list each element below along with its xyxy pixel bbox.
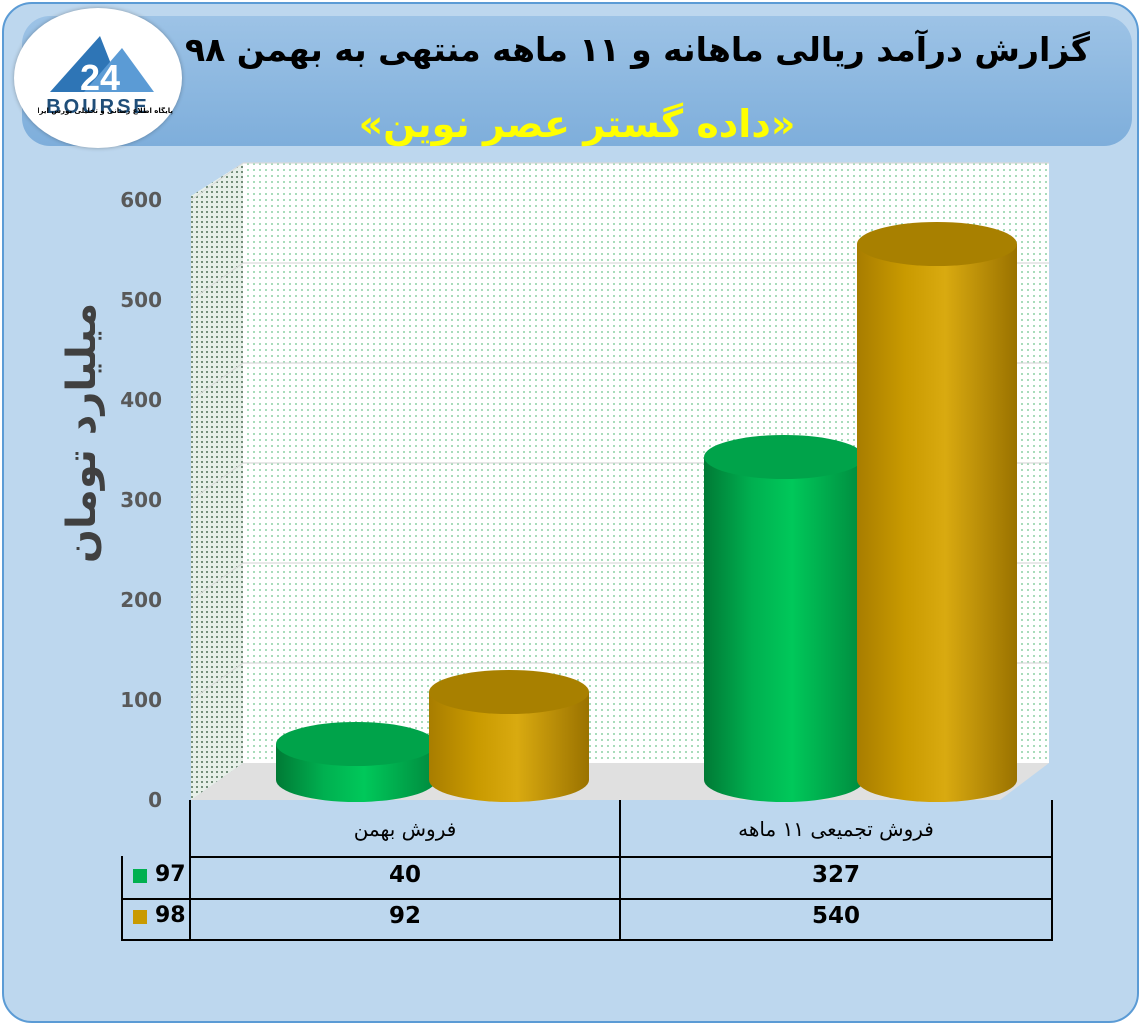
logo-graphic: 24 BOURSE: [46, 36, 154, 118]
bar-body: [704, 457, 864, 802]
y-tick-label: 600: [120, 188, 162, 212]
y-tick-label: 100: [120, 688, 162, 712]
logo-tagline: پایگاه اطلاع رسانی و تحلیلی بورس ایران: [38, 107, 173, 115]
bar-body: [857, 244, 1017, 802]
gridline: [190, 162, 244, 201]
bar-top: [704, 435, 864, 479]
gridline: [190, 462, 244, 501]
gridline: [190, 562, 244, 601]
y-tick-label: 0: [148, 788, 162, 812]
legend-label-97: 97: [155, 862, 186, 887]
bar-top: [429, 670, 589, 714]
gridline: [190, 362, 244, 401]
table-cell: 92: [388, 903, 421, 929]
header-banner: گزارش درآمد ریالی ماهانه و ۱۱ ماهه منتهی…: [22, 16, 1132, 146]
category-label-11-month: فروش تجمیعی ۱۱ ماهه: [738, 817, 934, 841]
y-tick-label: 300: [120, 488, 162, 512]
bar-top: [857, 222, 1017, 266]
table-cell: 540: [811, 903, 860, 929]
table-rule: [121, 939, 1053, 941]
y-axis-ticks: 0 100 200 300 400 500 600: [120, 188, 162, 812]
table-cell: 327: [811, 862, 860, 888]
logo-number: 24: [80, 57, 120, 98]
table-cell: 40: [388, 862, 421, 888]
chart-subtitle: «داده گستر عصر نوین»: [358, 102, 796, 146]
gridline: [190, 262, 244, 301]
legend-swatch-97: [133, 869, 147, 883]
y-tick-label: 200: [120, 588, 162, 612]
bar-98-0: [429, 670, 589, 802]
category-label-bahman: فروش بهمن: [353, 817, 457, 841]
y-tick-label: 500: [120, 288, 162, 312]
bourse24-logo: 24 BOURSE پایگاه اطلاع رسانی و تحلیلی بو…: [14, 8, 182, 148]
legend-swatch-98: [133, 910, 147, 924]
bar-97-1: [704, 435, 864, 802]
bar-body: [429, 692, 589, 802]
y-tick-label: 400: [120, 388, 162, 412]
logo-name: BOURSE: [46, 96, 150, 118]
legend-label-98: 98: [155, 903, 186, 928]
y-axis-label: میلیارد تومان: [59, 303, 105, 563]
data-table: فروش بهمن فروش تجمیعی ۱۱ ماهه 97 40 327 …: [121, 800, 1053, 941]
table-rule: [121, 856, 123, 941]
bar-top: [276, 722, 436, 766]
bar-97-0: [276, 722, 436, 802]
table-rule: [1051, 800, 1053, 941]
table-rule: [191, 856, 1053, 858]
gridline: [190, 662, 244, 701]
table-rule: [619, 800, 621, 941]
table-rule: [189, 800, 191, 941]
table-rule: [121, 898, 1053, 900]
chart-title: گزارش درآمد ریالی ماهانه و ۱۱ ماهه منتهی…: [184, 30, 1090, 69]
bars: [276, 222, 1017, 802]
bar-98-1: [857, 222, 1017, 802]
